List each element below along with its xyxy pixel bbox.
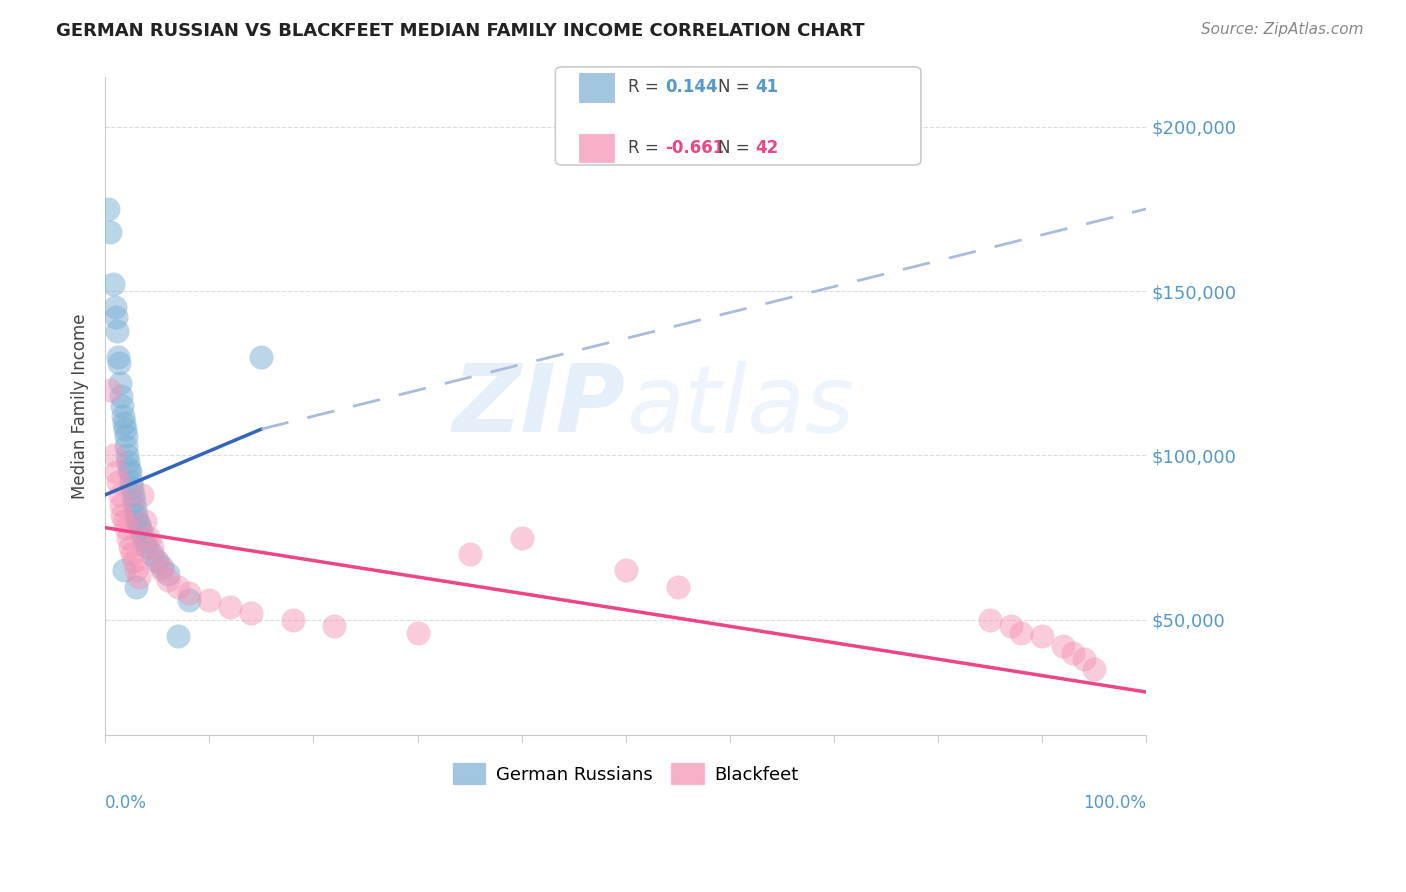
Text: R =: R = [628,139,659,157]
Point [107,356,129,370]
Point [100,225,122,239]
Point [118,461,141,475]
Point [110,389,132,403]
Text: GERMAN RUSSIAN VS BLACKFEET MEDIAN FAMILY INCOME CORRELATION CHART: GERMAN RUSSIAN VS BLACKFEET MEDIAN FAMIL… [56,22,865,40]
Point [115,449,138,463]
Point [115,428,138,442]
Point [152,563,174,577]
Point [141,547,163,561]
Point [1073,652,1095,666]
Text: 42: 42 [755,139,779,157]
Point [124,500,146,515]
Text: 100.0%: 100.0% [1084,794,1146,812]
Point [406,625,429,640]
Point [125,563,148,577]
Point [127,514,149,528]
Point [120,465,142,479]
Point [128,517,150,532]
Point [138,531,160,545]
Point [131,488,153,502]
Text: ZIP: ZIP [453,360,626,452]
Text: -0.661: -0.661 [665,139,724,157]
Point [111,508,134,522]
Point [108,488,131,502]
Point [458,547,481,561]
Point [167,629,190,643]
Point [281,613,304,627]
Point [117,531,139,545]
Point [132,533,155,548]
Point [1000,619,1022,633]
Point [100,383,122,397]
Point [122,488,145,502]
Point [177,586,200,600]
Point [103,449,125,463]
Point [510,531,533,545]
Point [124,553,146,567]
Point [121,481,143,495]
Point [198,593,221,607]
Point [114,422,136,436]
Point [124,494,146,508]
Point [112,563,135,577]
Text: Source: ZipAtlas.com: Source: ZipAtlas.com [1201,22,1364,37]
Point [135,541,157,555]
Point [128,521,150,535]
Point [97,202,120,216]
Point [979,613,1001,627]
Point [110,498,132,512]
Text: N =: N = [718,139,749,157]
Point [117,455,139,469]
Text: 0.0%: 0.0% [105,794,148,812]
Point [104,310,127,325]
Point [219,599,242,614]
Text: atlas: atlas [626,360,853,451]
Point [156,566,179,581]
Point [107,475,129,489]
Point [112,416,135,430]
Point [121,547,143,561]
Point [1010,625,1032,640]
Point [108,376,131,390]
Point [105,324,128,338]
Text: 0.144: 0.144 [665,78,717,96]
Point [666,580,689,594]
Point [131,527,153,541]
Text: R =: R = [628,78,659,96]
Point [112,514,135,528]
Text: N =: N = [718,78,749,96]
Point [250,350,273,364]
Point [152,560,174,574]
Point [146,553,169,567]
Point [115,438,138,452]
Point [125,508,148,522]
Point [115,521,138,535]
Legend: German Russians, Blackfeet: German Russians, Blackfeet [446,756,806,791]
Point [120,541,142,555]
Y-axis label: Median Family Income: Median Family Income [72,313,89,499]
Point [156,574,179,588]
Point [120,475,142,489]
Point [1083,662,1105,676]
Point [101,277,124,292]
Point [104,465,127,479]
Point [134,514,156,528]
Point [107,350,129,364]
Point [1052,639,1074,653]
Point [167,580,190,594]
Point [125,580,148,594]
Point [141,541,163,555]
Point [1062,646,1084,660]
Point [103,301,125,315]
Point [111,399,134,413]
Point [1031,629,1053,643]
Point [614,563,637,577]
Point [111,409,134,423]
Point [240,606,263,620]
Point [323,619,346,633]
Point [146,553,169,567]
Text: 41: 41 [755,78,778,96]
Point [177,593,200,607]
Point [128,570,150,584]
